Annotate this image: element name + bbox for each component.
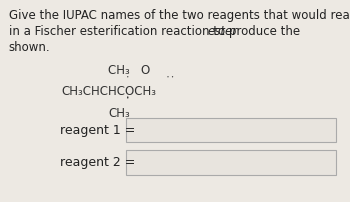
Text: ester: ester: [208, 25, 238, 38]
Text: CH₃   O: CH₃ O: [108, 64, 151, 77]
Text: reagent 1 =: reagent 1 =: [60, 124, 139, 137]
Text: reagent 2 =: reagent 2 =: [60, 156, 139, 169]
Text: Give the IUPAC names of the two reagents that would react: Give the IUPAC names of the two reagents…: [9, 9, 350, 22]
Text: CH₃CHCHCOCH₃: CH₃CHCHCOCH₃: [61, 85, 156, 98]
Text: shown.: shown.: [9, 41, 50, 54]
Text: CH₃: CH₃: [108, 107, 130, 120]
Text: in a Fischer esterification reaction to produce the: in a Fischer esterification reaction to …: [9, 25, 304, 38]
FancyBboxPatch shape: [126, 118, 336, 142]
FancyBboxPatch shape: [126, 150, 336, 175]
